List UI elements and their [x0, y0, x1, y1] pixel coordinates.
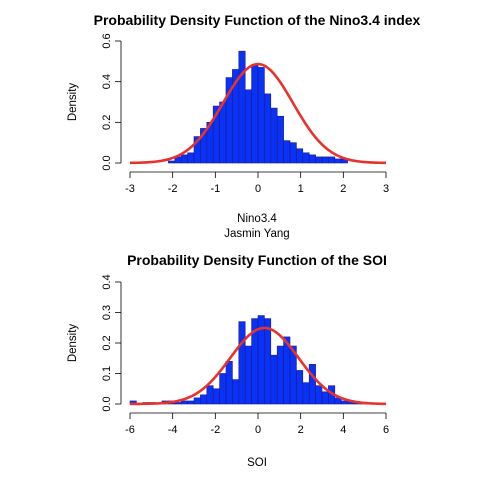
nino-histogram-bar	[180, 154, 188, 164]
soi-x-tick-label: 4	[340, 424, 346, 436]
nino-x-tick-label: -1	[210, 183, 220, 195]
soi-histogram-bar	[276, 345, 284, 405]
soi-y-axis-label: Density	[67, 324, 79, 363]
soi-x-tick-label: -6	[125, 424, 135, 436]
nino-histogram-bar	[283, 140, 291, 164]
nino-caption-author: Jasmin Yang	[224, 228, 289, 240]
nino-histogram-bar	[264, 93, 272, 164]
nino-histogram-bar	[270, 107, 278, 164]
soi-y-tick-label: 0.1	[101, 366, 113, 381]
soi-x-tick-label: -2	[210, 424, 220, 436]
soi-histogram-bar	[200, 394, 208, 405]
nino-histogram-bar	[308, 154, 316, 164]
nino-histogram-bar	[334, 158, 342, 164]
soi-histogram-bar	[244, 345, 252, 405]
soi-x-axis-label: SOI	[247, 457, 267, 469]
nino-x-tick-label: 0	[255, 183, 261, 195]
soi-x-tick-label: 0	[255, 424, 261, 436]
soi-histogram-bar	[180, 400, 188, 405]
nino-histogram-bar	[315, 156, 323, 164]
nino-y-tick-label: 0.6	[101, 33, 113, 48]
nino-histogram-bar	[251, 65, 259, 164]
nino-histogram-bar	[328, 156, 336, 164]
soi-histogram-bar	[321, 391, 329, 405]
nino-histogram-bar	[238, 50, 246, 164]
soi-histogram-bar	[315, 385, 323, 405]
nino-histogram-bar	[187, 152, 195, 164]
nino-x-tick-label: -2	[168, 183, 178, 195]
nino-histogram-bar	[168, 160, 176, 164]
soi-y-tick-label: 0.3	[101, 305, 113, 320]
soi-histogram-bar	[302, 382, 310, 405]
soi-plot-area: -6 -4 -2 0 2 4 6 0.0 0.1 0.2 0.3 0.4	[101, 274, 389, 436]
nino-density-curve	[129, 62, 387, 165]
soi-histogram-bar	[264, 318, 272, 405]
nino-histogram-bar	[219, 101, 227, 164]
nino-y-tick-label: 0.0	[101, 155, 113, 170]
soi-y-tick-label: 0.2	[101, 335, 113, 350]
soi-x-tick-label: 2	[298, 424, 304, 436]
soi-x-tick-label: 6	[383, 424, 389, 436]
nino-histogram-bar	[276, 115, 284, 164]
nino-histogram-bar	[257, 67, 265, 164]
soi-histogram-bar	[308, 364, 316, 405]
nino-histogram-bar	[296, 148, 304, 164]
nino-histogram-bar	[302, 152, 310, 164]
soi-histogram-bar	[206, 385, 214, 405]
nino-chart-title: Probability Density Function of the Nino…	[94, 12, 421, 28]
nino-x-tick-label: 1	[298, 183, 304, 195]
nino-x-tick-label: 3	[383, 183, 389, 195]
soi-histogram-bar	[225, 360, 233, 405]
nino-y-axis-label: Density	[67, 83, 79, 122]
nino-y-tick-label: 0.4	[101, 74, 113, 89]
nino-x-axis-label: Nino3.4	[237, 213, 277, 225]
soi-histogram-bar	[187, 400, 195, 405]
soi-histogram-bar	[340, 400, 348, 405]
nino-x-tick-label: -3	[125, 183, 135, 195]
nino-y-tick-label: 0.2	[101, 115, 113, 130]
soi-histogram-bar	[219, 373, 227, 405]
nino-plot-area: -3 -2 -1 0 1 2 3 0.0 0.2 0.4 0.6	[101, 33, 389, 195]
soi-histogram-bar	[193, 397, 201, 405]
soi-y-tick-label: 0.4	[101, 274, 113, 289]
soi-chart-title: Probability Density Function of the SOI	[127, 252, 387, 268]
soi-histogram-bar	[232, 379, 240, 405]
soi-histogram-bar	[238, 321, 246, 405]
soi-histogram-bar	[296, 370, 304, 405]
soi-density-curve	[129, 326, 387, 406]
nino-x-tick-label: 2	[340, 183, 346, 195]
nino-histogram-bar	[289, 142, 297, 164]
soi-x-tick-label: -4	[168, 424, 178, 436]
soi-histogram-bar	[270, 354, 278, 405]
nino-histogram-bar	[321, 156, 329, 164]
nino-histogram-bar	[244, 89, 252, 164]
soi-y-tick-label: 0.0	[101, 396, 113, 411]
soi-histogram-bar	[212, 388, 220, 405]
soi-histogram-panel: Probability Density Function of the SOI …	[67, 252, 389, 469]
nino-histogram-panel: Probability Density Function of the Nino…	[67, 12, 421, 240]
